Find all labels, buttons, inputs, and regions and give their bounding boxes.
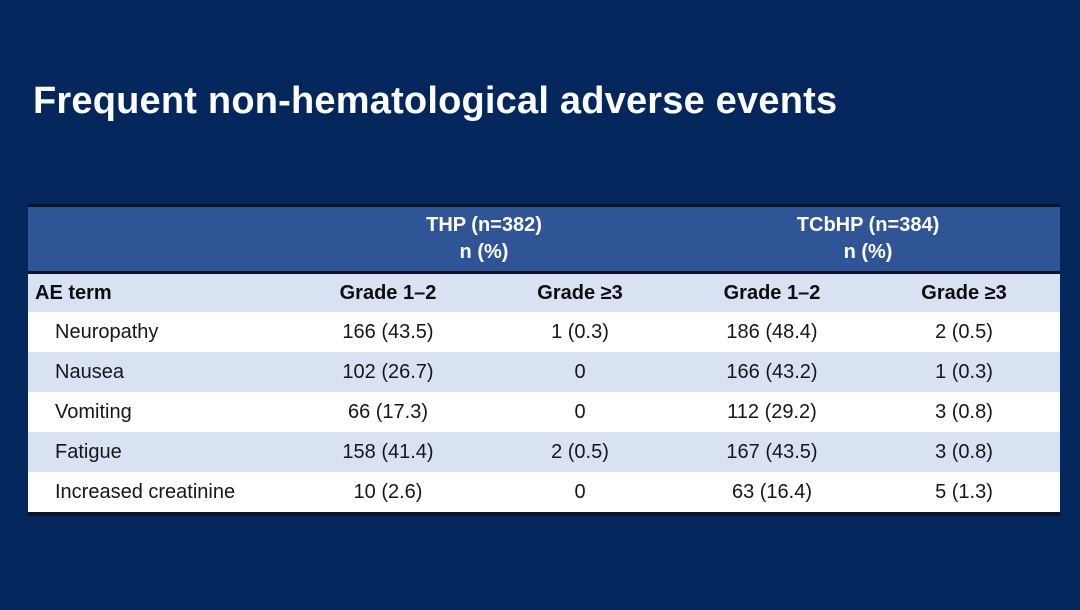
value-cell: 158 (41.4) bbox=[342, 440, 434, 463]
value-cell: 1 (0.3) bbox=[935, 360, 993, 383]
value-cell: 186 (48.4) bbox=[726, 320, 818, 343]
value-cell: 2 (0.5) bbox=[551, 440, 609, 463]
slide-title: Frequent non-hematological adverse event… bbox=[33, 80, 838, 122]
table-row-vomiting: Vomiting 66 (17.3) 0 112 (29.2) 3 (0.8) bbox=[28, 392, 1061, 432]
value-cell: 166 (43.2) bbox=[726, 360, 818, 383]
tcbhp-n-percent-label: n (%) bbox=[843, 241, 893, 263]
table-row-nausea: Nausea 102 (26.7) 0 166 (43.2) 1 (0.3) bbox=[28, 352, 1061, 392]
group-header-spacer bbox=[28, 205, 292, 274]
col-header-thp-grade12: Grade 1–2 bbox=[292, 272, 484, 312]
value-cell: 166 (43.5) bbox=[342, 320, 434, 343]
table-row-fatigue: Fatigue 158 (41.4) 2 (0.5) 167 (43.5) 3 … bbox=[28, 432, 1061, 472]
col-header-tcbhp-grade3: Grade ≥3 bbox=[868, 272, 1061, 312]
value-cell: 167 (43.5) bbox=[726, 440, 818, 463]
adverse-events-table: THP (n=382) n (%) TCbHP (n=384) n (%) AE… bbox=[28, 204, 1061, 516]
ae-term-cell: Increased creatinine bbox=[55, 480, 236, 503]
ae-term-cell: Neuropathy bbox=[55, 320, 159, 343]
tcbhp-arm-label: TCbHP (n=384) bbox=[796, 214, 940, 236]
value-cell: 102 (26.7) bbox=[342, 360, 434, 383]
table-row-increased-creatinine: Increased creatinine 10 (2.6) 0 63 (16.4… bbox=[28, 472, 1061, 514]
value-cell: 3 (0.8) bbox=[935, 440, 993, 463]
ae-term-cell: Nausea bbox=[55, 360, 124, 383]
value-cell: 0 bbox=[574, 480, 586, 503]
thp-arm-label: THP (n=382) bbox=[426, 214, 542, 236]
ae-term-cell: Vomiting bbox=[55, 400, 132, 423]
value-cell: 3 (0.8) bbox=[935, 400, 993, 423]
value-cell: 0 bbox=[574, 400, 586, 423]
value-cell: 63 (16.4) bbox=[731, 480, 813, 503]
group-header-thp: THP (n=382) n (%) bbox=[292, 205, 676, 274]
column-header-row: AE term Grade 1–2 Grade ≥3 Grade 1–2 Gra… bbox=[28, 272, 1061, 312]
col-header-tcbhp-grade12: Grade 1–2 bbox=[676, 272, 868, 312]
group-header-tcbhp: TCbHP (n=384) n (%) bbox=[676, 205, 1061, 274]
value-cell: 112 (29.2) bbox=[727, 400, 817, 423]
col-header-thp-grade3: Grade ≥3 bbox=[484, 272, 676, 312]
group-header-row: THP (n=382) n (%) TCbHP (n=384) n (%) bbox=[28, 205, 1061, 274]
value-cell: 10 (2.6) bbox=[353, 480, 423, 503]
value-cell: 5 (1.3) bbox=[935, 480, 993, 503]
value-cell: 2 (0.5) bbox=[935, 320, 993, 343]
thp-n-percent-label: n (%) bbox=[459, 241, 509, 263]
ae-term-cell: Fatigue bbox=[55, 440, 122, 463]
col-header-ae-term: AE term bbox=[28, 272, 292, 312]
value-cell: 66 (17.3) bbox=[347, 400, 429, 423]
value-cell: 0 bbox=[574, 360, 586, 383]
value-cell: 1 (0.3) bbox=[551, 320, 609, 343]
table-row-neuropathy: Neuropathy 166 (43.5) 1 (0.3) 186 (48.4)… bbox=[28, 312, 1061, 352]
